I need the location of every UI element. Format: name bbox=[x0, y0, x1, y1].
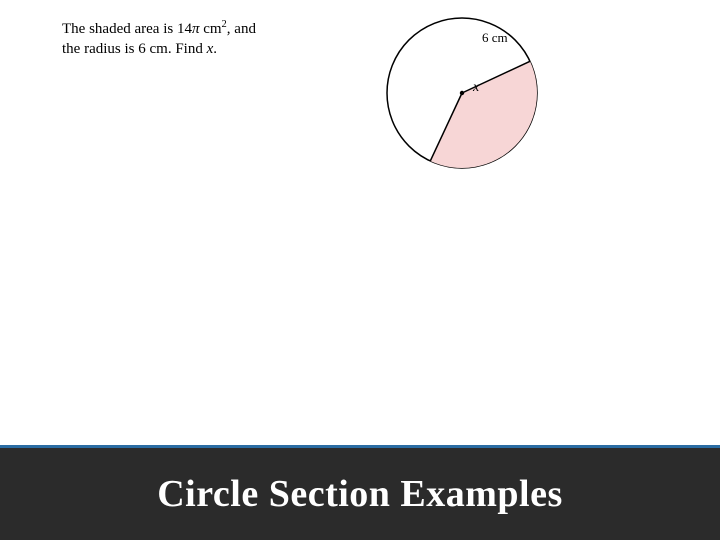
problem-statement: The shaded area is 14π cm2, and the radi… bbox=[62, 18, 322, 60]
line2-suffix: . bbox=[213, 41, 217, 57]
slide-content: The shaded area is 14π cm2, and the radi… bbox=[0, 0, 720, 442]
title-bar: Circle Section Examples bbox=[0, 445, 720, 540]
text-prefix: The shaded area is bbox=[62, 21, 177, 37]
line2-prefix: the radius is bbox=[62, 41, 138, 57]
slide-title: Circle Section Examples bbox=[157, 472, 563, 516]
area-coeff: 14 bbox=[177, 21, 192, 37]
radius-label: 6 cm bbox=[482, 30, 508, 46]
circle-diagram: 6 cm x bbox=[370, 8, 555, 183]
radius-val: 6 bbox=[138, 41, 146, 57]
radius-unit: cm. Find bbox=[146, 41, 207, 57]
text-suffix1: , and bbox=[227, 21, 256, 37]
angle-label: x bbox=[473, 80, 479, 96]
unit-prefix: cm bbox=[199, 21, 221, 37]
diagram-svg bbox=[370, 8, 555, 183]
center-dot bbox=[460, 91, 464, 95]
